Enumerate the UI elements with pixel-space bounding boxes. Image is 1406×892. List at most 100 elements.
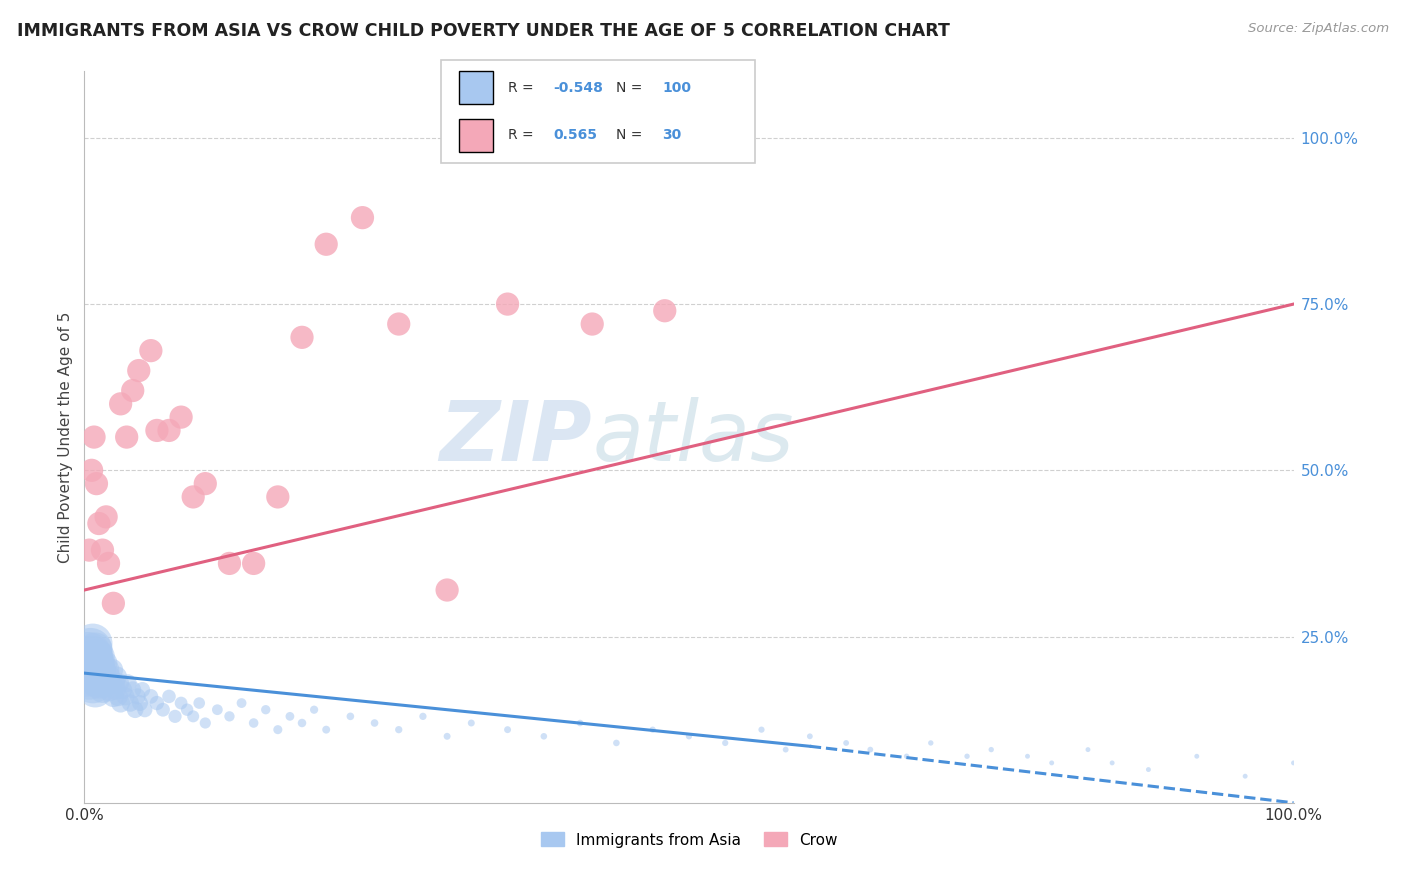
Point	[291, 330, 314, 344]
Point	[188, 696, 211, 710]
Point	[388, 723, 411, 737]
Point	[436, 582, 458, 597]
Point	[170, 696, 193, 710]
Point	[533, 729, 555, 743]
Point	[352, 211, 374, 225]
FancyBboxPatch shape	[460, 71, 494, 104]
Point	[98, 682, 121, 697]
Point	[436, 729, 458, 743]
Point	[207, 703, 229, 717]
Text: R =: R =	[508, 128, 537, 143]
Point	[654, 303, 676, 318]
Point	[80, 663, 103, 677]
Point	[363, 716, 385, 731]
Point	[80, 649, 103, 664]
Point	[127, 690, 149, 704]
Point	[87, 516, 110, 531]
Point	[218, 709, 240, 723]
Point	[94, 676, 117, 690]
Point	[82, 676, 104, 690]
Point	[231, 696, 253, 710]
Point	[412, 709, 434, 723]
Point	[1137, 763, 1160, 777]
Point	[110, 696, 132, 710]
Point	[82, 636, 104, 650]
Point	[131, 682, 153, 697]
Point	[176, 703, 198, 717]
Point	[90, 656, 112, 670]
Point	[108, 676, 131, 690]
Point	[799, 729, 821, 743]
Legend: Immigrants from Asia, Crow: Immigrants from Asia, Crow	[534, 826, 844, 854]
Point	[165, 709, 187, 723]
Point	[152, 703, 174, 717]
Point	[134, 703, 156, 717]
Point	[1077, 742, 1099, 756]
Point	[678, 729, 700, 743]
Text: Source: ZipAtlas.com: Source: ZipAtlas.com	[1249, 22, 1389, 36]
Text: 30: 30	[662, 128, 682, 143]
Point	[83, 430, 105, 444]
Point	[460, 716, 482, 731]
Point	[114, 690, 136, 704]
Point	[86, 476, 108, 491]
Point	[315, 237, 337, 252]
Point	[129, 696, 152, 710]
Point	[242, 557, 264, 571]
Point	[77, 543, 100, 558]
Text: ZIP: ZIP	[440, 397, 592, 477]
Text: N =: N =	[616, 81, 647, 95]
Point	[278, 709, 301, 723]
Point	[254, 703, 277, 717]
Point	[104, 682, 127, 697]
Point	[859, 742, 882, 756]
Point	[90, 676, 112, 690]
Point	[97, 557, 120, 571]
Point	[267, 490, 290, 504]
Point	[181, 490, 204, 504]
Point	[121, 682, 143, 697]
Point	[77, 669, 100, 683]
Text: -0.548: -0.548	[554, 81, 603, 95]
Point	[86, 663, 108, 677]
Point	[100, 676, 122, 690]
Point	[641, 723, 664, 737]
Text: R =: R =	[508, 81, 537, 95]
Point	[94, 656, 117, 670]
Point	[157, 424, 180, 438]
Point	[110, 397, 132, 411]
Point	[291, 716, 314, 731]
FancyBboxPatch shape	[460, 119, 494, 152]
Point	[121, 384, 143, 398]
Text: atlas: atlas	[592, 397, 794, 477]
Point	[302, 703, 325, 717]
Point	[128, 363, 150, 377]
Point	[103, 596, 125, 610]
Text: IMMIGRANTS FROM ASIA VS CROW CHILD POVERTY UNDER THE AGE OF 5 CORRELATION CHART: IMMIGRANTS FROM ASIA VS CROW CHILD POVER…	[17, 22, 949, 40]
Point	[91, 663, 114, 677]
Point	[146, 424, 169, 438]
Point	[79, 656, 101, 670]
Point	[87, 663, 110, 677]
Point	[117, 676, 139, 690]
Point	[101, 663, 124, 677]
Point	[84, 682, 107, 697]
Point	[89, 649, 111, 664]
Point	[107, 690, 129, 704]
Point	[103, 690, 125, 704]
Point	[315, 723, 337, 737]
Point	[96, 663, 118, 677]
Point	[87, 676, 110, 690]
Point	[91, 543, 114, 558]
Point	[339, 709, 361, 723]
Point	[89, 669, 111, 683]
Point	[104, 676, 127, 690]
Point	[1017, 749, 1039, 764]
Text: 0.565: 0.565	[554, 128, 598, 143]
Point	[86, 669, 108, 683]
Point	[157, 690, 180, 704]
Point	[77, 649, 100, 664]
Point	[120, 696, 142, 710]
Point	[751, 723, 773, 737]
FancyBboxPatch shape	[441, 61, 755, 163]
